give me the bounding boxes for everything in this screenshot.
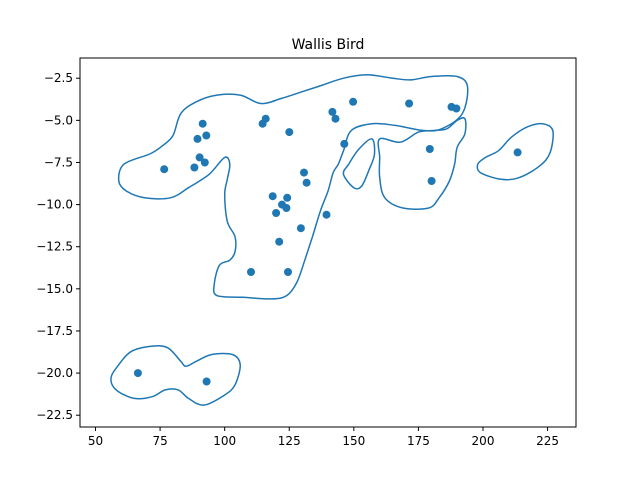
x-tick-label: 225 (536, 434, 559, 448)
x-tick-label: 50 (88, 434, 103, 448)
x-tick-label: 100 (213, 434, 236, 448)
data-point (296, 224, 305, 233)
y-tick-label: −7.5 (44, 155, 73, 169)
data-point (195, 153, 204, 162)
data-point (284, 268, 292, 276)
data-point (328, 107, 337, 116)
y-tick-label: −12.5 (36, 240, 73, 254)
data-point (322, 210, 331, 219)
data-point (133, 369, 142, 378)
density-contour-5 (110, 345, 241, 406)
density-contour-3 (342, 138, 376, 190)
y-tick-label: −20.0 (36, 366, 73, 380)
x-tick-label: 150 (342, 434, 365, 448)
plot-frame (79, 57, 577, 428)
data-point (282, 204, 291, 212)
data-point (193, 134, 202, 143)
data-point (160, 165, 169, 174)
data-point (300, 168, 308, 177)
data-point (247, 268, 255, 276)
data-point (285, 128, 294, 137)
data-point (405, 99, 414, 108)
data-point (427, 177, 436, 185)
y-tick-label: −2.5 (44, 71, 73, 85)
data-point (452, 104, 461, 113)
y-tick-label: −10.0 (36, 198, 73, 212)
data-point (340, 139, 349, 148)
data-point (283, 193, 292, 202)
data-point (268, 192, 277, 201)
point-layer (133, 97, 522, 386)
x-tick-label: 175 (407, 434, 430, 448)
density-contour-4 (476, 122, 554, 181)
data-point (202, 131, 211, 140)
data-point (275, 237, 284, 246)
x-tick-label: 200 (472, 434, 495, 448)
density-contour-1 (117, 74, 469, 300)
data-point (272, 209, 281, 217)
data-point (425, 145, 434, 153)
data-point (190, 163, 199, 172)
data-point (200, 158, 209, 167)
chart-title: Wallis Bird (292, 37, 365, 53)
x-tick-label: 125 (278, 434, 301, 448)
axis-layer: 50 75 100 125 150 175 200 225 −2.5 −5.0 −7.5 −10.0 −… (36, 71, 559, 448)
data-point (202, 377, 211, 386)
contour-layer (110, 74, 554, 406)
data-point (513, 148, 522, 157)
data-point (331, 114, 340, 123)
data-point (349, 97, 358, 106)
density-contour-2 (377, 117, 467, 210)
y-tick-label: −17.5 (36, 324, 73, 338)
data-point (261, 114, 270, 123)
data-point (302, 178, 311, 187)
y-tick-label: −5.0 (44, 113, 73, 127)
data-point (198, 119, 207, 128)
x-tick-label: 75 (152, 434, 167, 448)
y-tick-label: −22.5 (36, 408, 73, 422)
y-tick-label: −15.0 (36, 282, 73, 296)
